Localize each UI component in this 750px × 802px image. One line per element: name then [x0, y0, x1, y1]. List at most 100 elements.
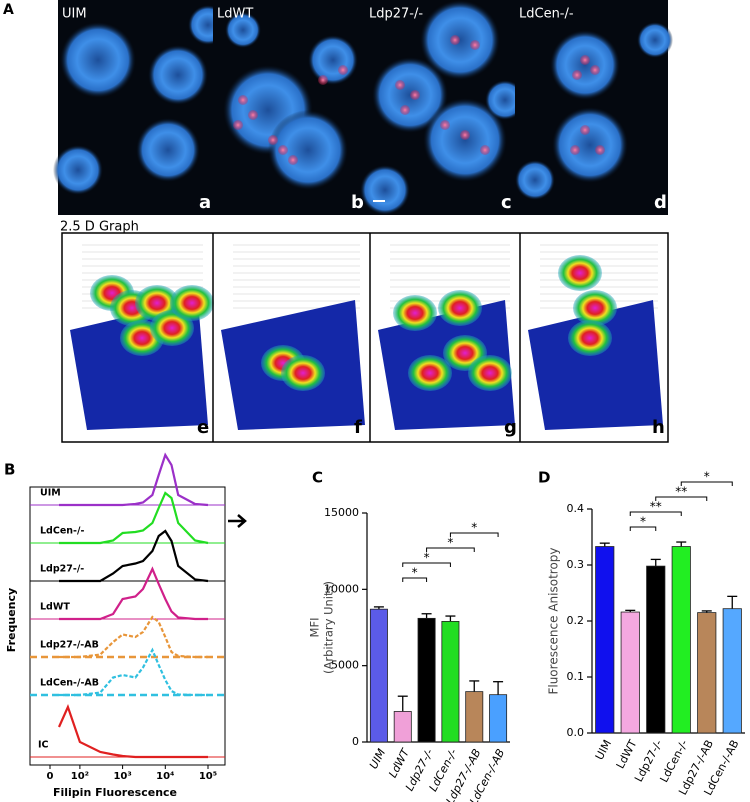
histogram-line	[59, 647, 208, 697]
panel-label: A	[3, 2, 14, 18]
y-tick-label: 0.3	[567, 558, 585, 571]
lipid-dot	[480, 145, 490, 155]
graph-title: 2.5 D Graph	[60, 220, 139, 235]
legend-label: LdCen-/-	[40, 526, 84, 537]
lipid-dot	[288, 155, 298, 165]
histogram-line	[59, 491, 209, 545]
lipid-dot	[460, 130, 470, 140]
cell	[225, 12, 261, 48]
cell	[53, 145, 103, 195]
cell	[136, 118, 200, 182]
y-tick-label: 0.4	[567, 502, 585, 515]
bar	[646, 565, 666, 734]
lipid-dot	[318, 75, 328, 85]
lipid-dot	[268, 135, 278, 145]
surface-peak	[393, 295, 437, 331]
y-tick-label: 5000	[331, 659, 359, 672]
surface-peak	[558, 255, 602, 291]
panel-label: B	[4, 461, 15, 479]
significance-label: *	[471, 521, 477, 535]
image-title: LdCen-/-	[519, 7, 574, 22]
histogram-line	[57, 703, 208, 759]
lipid-dot	[580, 55, 590, 65]
bar	[393, 711, 412, 743]
graph-letter: h	[652, 417, 665, 438]
legend-label: LdCen-/-AB	[40, 678, 99, 689]
panel-label: C	[312, 469, 323, 487]
surface-peak	[281, 355, 325, 391]
histogram-line	[59, 566, 208, 621]
scale-bar	[373, 200, 385, 202]
graph-letter: e	[197, 417, 209, 438]
lipid-dot	[450, 35, 460, 45]
cell	[552, 107, 628, 183]
y-tick-label: 0.0	[567, 726, 585, 739]
x-tick-label: UIM	[593, 738, 614, 762]
x-tick-label: 10⁵	[199, 771, 217, 782]
lipid-dot	[580, 125, 590, 135]
x-tick-label: UIM	[367, 746, 388, 771]
bar	[697, 612, 717, 734]
y-tick-label: 15000	[324, 506, 359, 519]
bar	[465, 691, 484, 743]
arrow	[228, 514, 247, 528]
significance-bracket	[426, 547, 475, 552]
x-tick-label: 10²	[71, 771, 89, 782]
legend-label: Ldp27-/-AB	[40, 640, 99, 651]
significance-label: *	[424, 551, 430, 565]
legend-label: Ldp27-/-	[40, 564, 84, 575]
histogram-line	[59, 615, 208, 659]
image-letter: d	[654, 192, 667, 213]
significance-label: *	[412, 566, 418, 580]
x-tick-label: 10⁴	[156, 771, 174, 782]
bar	[369, 608, 388, 743]
histogram-line	[59, 529, 209, 583]
x-axis-label: Filipin Fluorescence	[53, 786, 177, 799]
bar	[671, 546, 691, 734]
lipid-dot	[440, 120, 450, 130]
legend-label: UIM	[40, 488, 61, 499]
micrographs: UIM a LdWT b Ldp27-/- c LdCen-/- d	[53, 0, 673, 215]
y-tick-label: 0.2	[567, 614, 585, 627]
lipid-dot	[570, 145, 580, 155]
panel-label: D	[538, 469, 550, 487]
cell	[148, 45, 208, 105]
x-tick-label: 10³	[113, 771, 131, 782]
y-axis-label: Frequency	[5, 588, 18, 652]
lipid-dot	[395, 80, 405, 90]
cell	[308, 35, 358, 85]
lipid-dot	[338, 65, 348, 75]
significance-bracket	[655, 496, 708, 501]
y-axis-label: MFI	[308, 618, 322, 638]
y-tick-label: 0.1	[567, 670, 585, 683]
lipid-dot	[248, 110, 258, 120]
significance-bracket	[629, 511, 682, 516]
cell	[360, 165, 410, 215]
legend-label: IC	[38, 740, 49, 751]
y-tick-label: 10000	[324, 582, 359, 595]
lipid-dot	[590, 65, 600, 75]
legend-label: LdWT	[40, 602, 70, 613]
image-title: UIM	[62, 7, 87, 22]
surface-peak	[438, 290, 482, 326]
surface-plots: e f g h	[61, 232, 669, 443]
bar	[489, 694, 508, 743]
surface-peak	[568, 320, 612, 356]
surface-peak	[408, 355, 452, 391]
lipid-dot	[470, 40, 480, 50]
significance-bracket	[680, 481, 733, 486]
bar	[417, 617, 436, 743]
image-title: LdWT	[217, 7, 253, 22]
lipid-dot	[278, 145, 288, 155]
cell	[60, 22, 136, 98]
cell	[268, 110, 348, 190]
image-letter: c	[501, 192, 512, 213]
bar	[595, 546, 615, 734]
significance-bracket	[629, 526, 657, 531]
significance-bracket	[402, 577, 428, 582]
surface-peak	[468, 355, 512, 391]
lipid-dot	[400, 105, 410, 115]
surface-peak	[170, 285, 214, 321]
lipid-dot	[572, 70, 582, 80]
x-tick-label: 0	[47, 771, 54, 782]
